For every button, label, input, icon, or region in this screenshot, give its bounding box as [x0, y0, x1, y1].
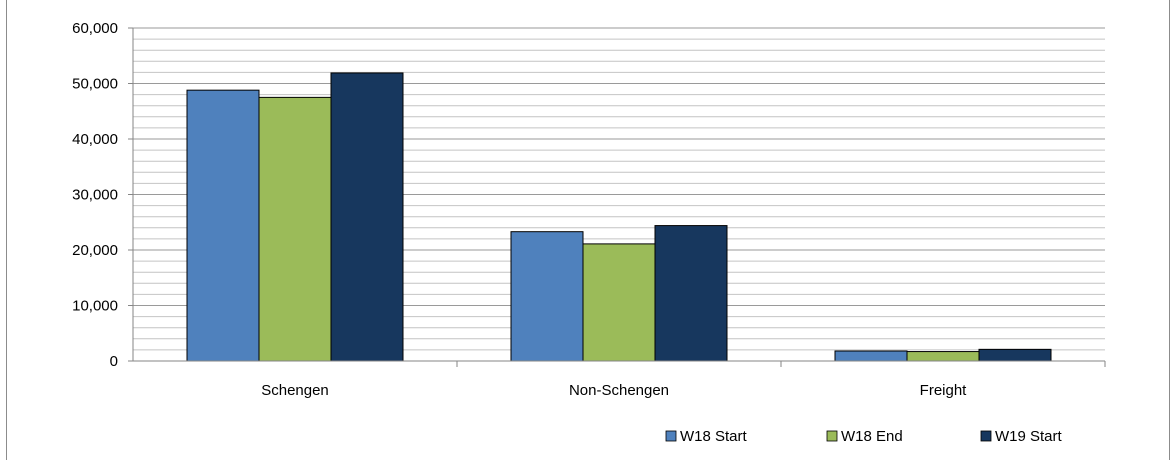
y-tick-label: 40,000 — [72, 131, 118, 148]
x-category-label: Freight — [920, 382, 968, 399]
bar-w18-start — [834, 350, 908, 362]
y-tick-label: 10,000 — [72, 298, 118, 315]
legend-label: W19 Start — [995, 428, 1063, 445]
axes: 0 10,000 20,000 30,000 40,000 50,000 60,000 Sch… — [72, 20, 1106, 399]
legend: W18 Start W18 End W19 Start — [665, 428, 1063, 445]
x-category-label: Non-Schengen — [569, 382, 669, 399]
bar-w18-start — [186, 89, 260, 362]
legend-label: W18 Start — [680, 428, 748, 445]
bars — [186, 72, 1052, 362]
legend-swatch — [826, 430, 838, 442]
bar-w18-end — [582, 243, 656, 362]
chart-frame — [6, 0, 1170, 460]
legend-label: W18 End — [841, 428, 903, 445]
bar-w19-start — [330, 72, 404, 362]
bar-w18-end — [906, 351, 980, 362]
bar-w19-start — [654, 225, 728, 362]
y-tick-label: 0 — [110, 353, 118, 370]
y-tick-label: 60,000 — [72, 20, 118, 37]
y-tick-label: 50,000 — [72, 76, 118, 93]
legend-swatch — [665, 430, 677, 442]
x-category-label: Schengen — [261, 382, 329, 399]
bar-w18-start — [510, 231, 584, 362]
y-tick-label: 30,000 — [72, 187, 118, 204]
legend-swatch — [980, 430, 992, 442]
y-tick-label: 20,000 — [72, 242, 118, 259]
bar-w18-end — [258, 96, 332, 362]
bar-w19-start — [978, 348, 1052, 362]
